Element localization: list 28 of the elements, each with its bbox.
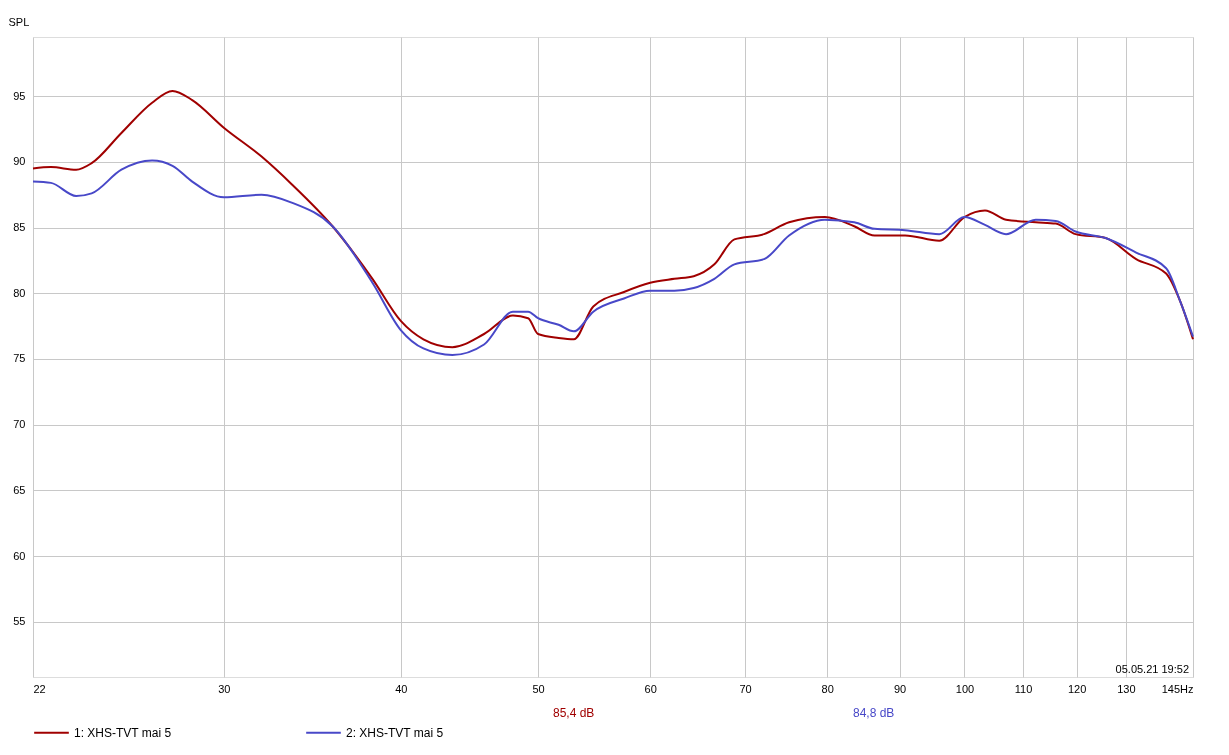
annotation: 05.05.21 19:52 xyxy=(1115,663,1189,675)
x-tick-label: 100 xyxy=(955,682,975,695)
y-tick-label: 70 xyxy=(13,418,26,431)
y-tick-label: 75 xyxy=(13,352,26,365)
x-tick-label: 70 xyxy=(739,682,752,695)
y-axis-title: SPL xyxy=(8,15,30,28)
x-tick-label: 90 xyxy=(893,682,907,695)
x-tick-label: 120 xyxy=(1067,682,1087,695)
legend-label: 1: XHS-TVT mai 5 xyxy=(74,725,172,740)
y-tick-label: 85 xyxy=(13,221,26,234)
x-tick-label: 145Hz xyxy=(1161,682,1194,695)
x-tick-label: 50 xyxy=(532,682,545,695)
x-tick-label: 130 xyxy=(1117,682,1136,695)
x-tick-label: 60 xyxy=(644,682,657,695)
x-tick-label: 80 xyxy=(821,682,834,695)
y-tick-label: 55 xyxy=(13,615,26,628)
y-tick-label: 80 xyxy=(13,286,26,299)
x-tick-label: 22 xyxy=(33,682,46,695)
y-tick-label: 60 xyxy=(13,549,26,562)
x-tick-label: 110 xyxy=(1014,682,1033,695)
text: 85,4 dB xyxy=(553,706,595,720)
text: 84,8 dB xyxy=(853,706,895,720)
legend-label: 2: XHS-TVT mai 5 xyxy=(346,725,444,740)
x-tick-label: 30 xyxy=(218,682,231,695)
y-tick-label: 65 xyxy=(13,483,26,496)
y-tick-label: 90 xyxy=(13,155,26,168)
x-tick-label: 40 xyxy=(395,682,408,695)
y-tick-label: 95 xyxy=(13,89,26,102)
